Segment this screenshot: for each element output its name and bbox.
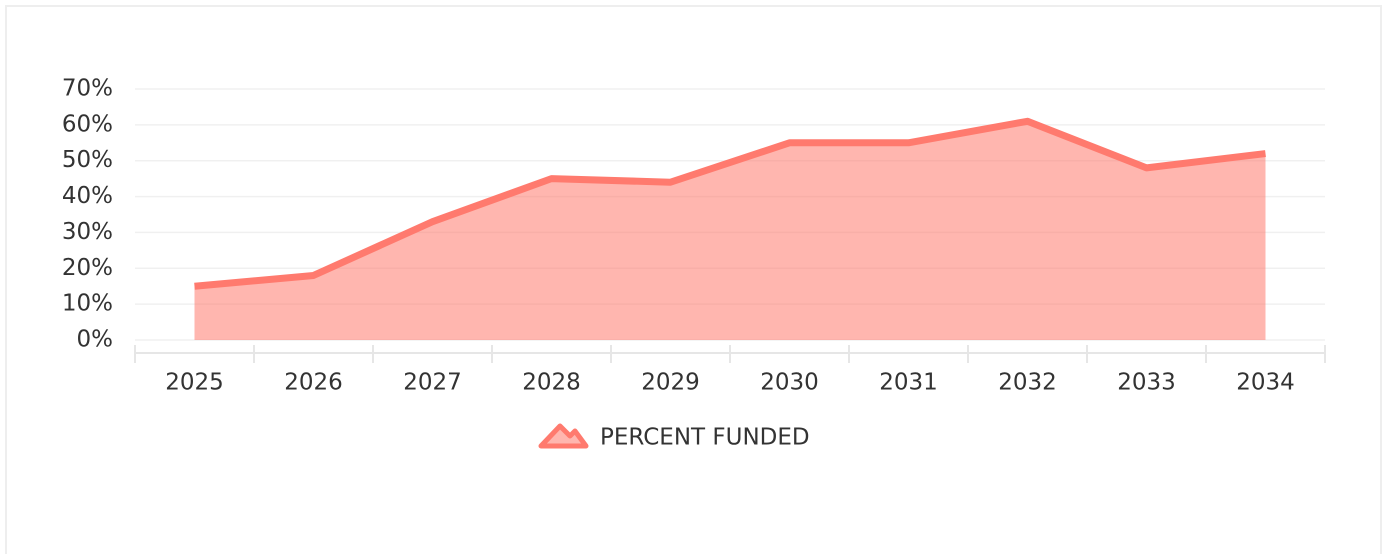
y-tick-label: 0% — [77, 327, 114, 353]
y-tick-label: 50% — [62, 147, 113, 173]
line — [194, 117, 1266, 290]
legend-icon — [538, 423, 589, 449]
x-tick-label: 2032 — [998, 370, 1057, 396]
x-tick-label: 2031 — [879, 370, 938, 396]
x-tick-label: 2030 — [760, 370, 819, 396]
x-tick-label: 2027 — [403, 370, 462, 396]
x-tick-label: 2033 — [1117, 370, 1176, 396]
y-tick-label: 30% — [62, 219, 113, 245]
x-tick-label: 2028 — [522, 370, 581, 396]
x-tick-label: 2025 — [165, 370, 224, 396]
x-tick-label: 2029 — [641, 370, 700, 396]
y-tick-label: 60% — [62, 111, 113, 137]
y-tick-label: 70% — [62, 76, 113, 102]
x-tick-label: 2026 — [284, 370, 343, 396]
y-tick-label: 10% — [62, 291, 113, 317]
y-tick-label: 40% — [62, 183, 113, 209]
y-tick-label: 20% — [62, 255, 113, 281]
legend-label: PERCENT FUNDED — [600, 425, 810, 451]
x-tick-label: 2034 — [1236, 370, 1295, 396]
area-fill — [194, 121, 1266, 341]
